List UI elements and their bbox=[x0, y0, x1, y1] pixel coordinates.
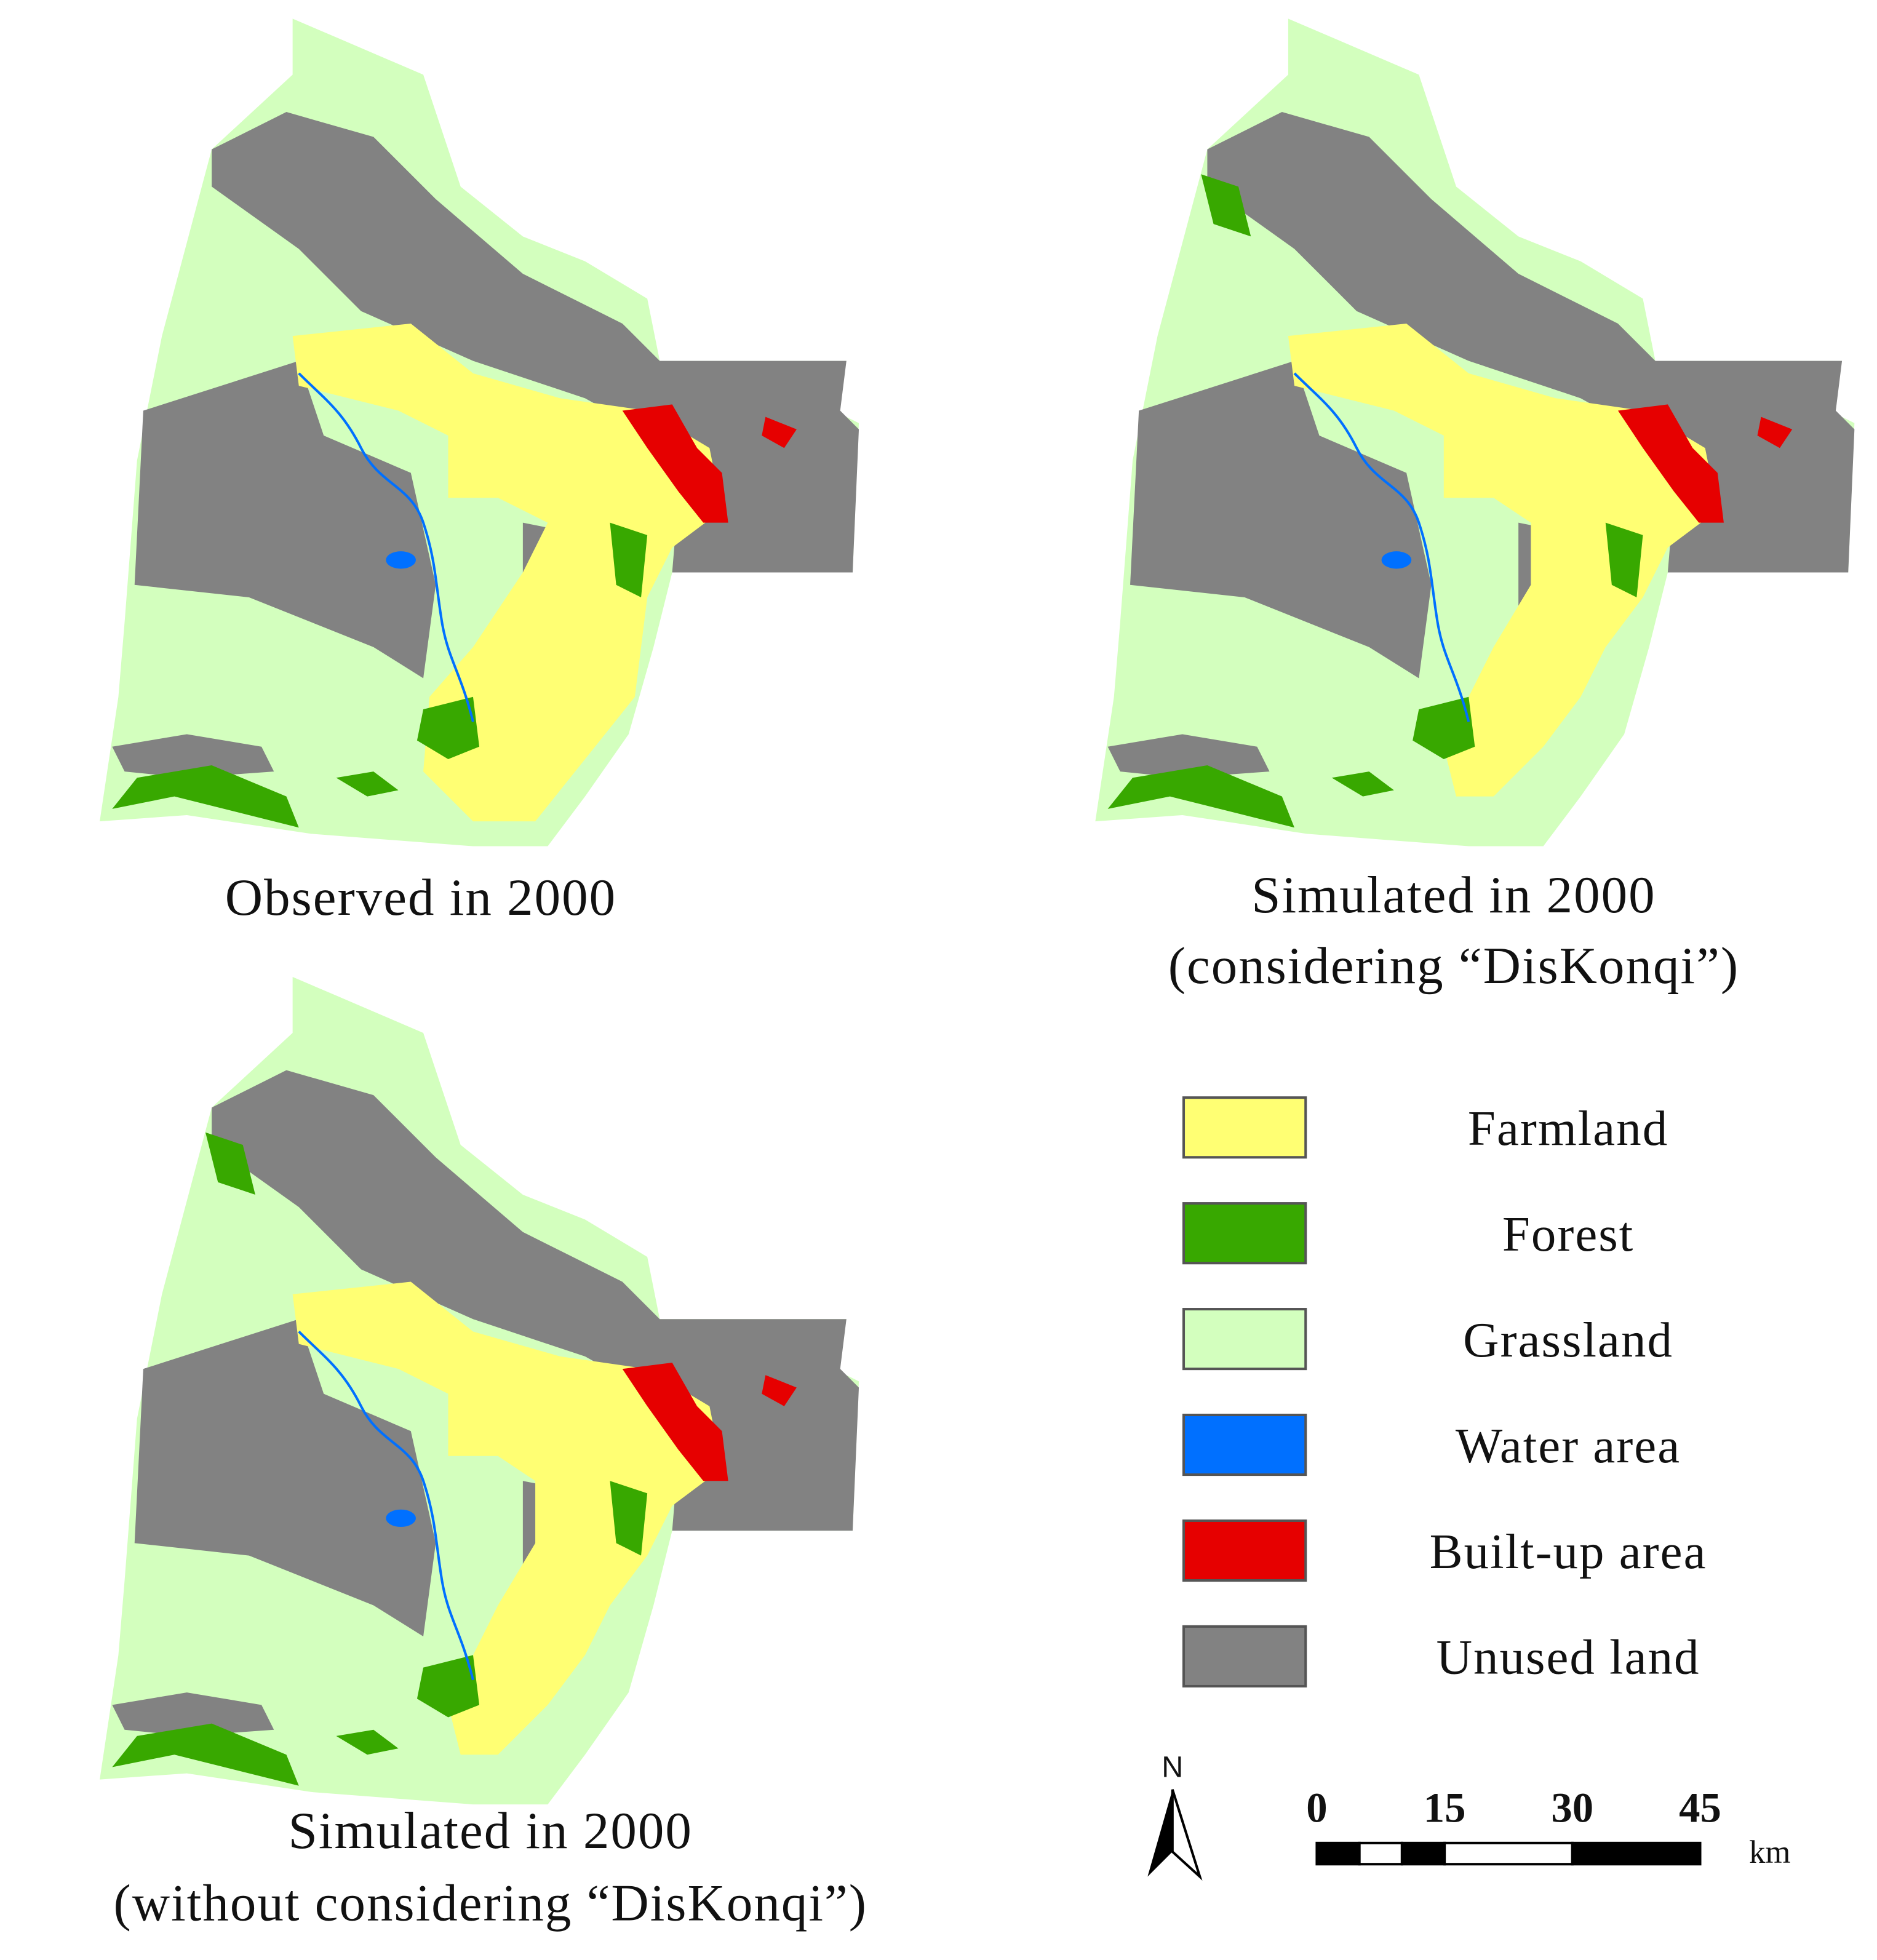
scale-segment bbox=[1571, 1841, 1702, 1866]
caption: Simulated in 2000 bbox=[1251, 866, 1656, 924]
forest bbox=[610, 1481, 648, 1556]
legend: Farmland Forest Grassland Water area Built-u… bbox=[1182, 1096, 1707, 1687]
legend-label: Unused land bbox=[1437, 1630, 1700, 1685]
water bbox=[386, 1509, 416, 1528]
north-label: N bbox=[1162, 1751, 1183, 1784]
forest bbox=[610, 522, 648, 597]
forest bbox=[112, 765, 299, 828]
legend-label: Grassland bbox=[1463, 1312, 1673, 1368]
caption: (without considering “DisKonqi”) bbox=[113, 1874, 867, 1932]
forest bbox=[1331, 771, 1394, 797]
legend-label: Built-up area bbox=[1430, 1524, 1707, 1579]
scale-bar: 0 15 30 45 km bbox=[1306, 1784, 1790, 1870]
forest bbox=[112, 1723, 299, 1786]
farmland bbox=[1288, 323, 1718, 797]
legend-swatch bbox=[1182, 1202, 1307, 1265]
legend-swatch bbox=[1182, 1625, 1307, 1687]
arrow-right bbox=[1171, 1789, 1203, 1881]
built-up bbox=[1617, 404, 1724, 523]
caption: (considering “DisKonqi”) bbox=[1168, 937, 1740, 995]
farmland bbox=[292, 323, 722, 822]
built-up bbox=[622, 404, 728, 523]
farmland bbox=[292, 1281, 722, 1755]
forest bbox=[1413, 696, 1475, 759]
scale-segment bbox=[1443, 1841, 1574, 1866]
forest bbox=[336, 771, 399, 797]
legend-swatch bbox=[1182, 1308, 1307, 1371]
unused-land bbox=[112, 1692, 274, 1736]
map-panel bbox=[100, 18, 859, 847]
maps bbox=[100, 18, 1855, 1805]
scale-segment bbox=[1358, 1841, 1403, 1866]
scale-segment bbox=[1315, 1841, 1361, 1866]
forest bbox=[1201, 174, 1251, 237]
water bbox=[386, 551, 416, 569]
legend-label: Farmland bbox=[1468, 1101, 1668, 1156]
unused-land bbox=[134, 361, 436, 679]
legend-label: Water area bbox=[1456, 1418, 1681, 1473]
unused-land bbox=[112, 734, 274, 778]
scale-tick-label: 0 bbox=[1306, 1784, 1327, 1831]
forest bbox=[416, 696, 480, 759]
water bbox=[298, 1331, 474, 1681]
scale-segment bbox=[1400, 1841, 1446, 1866]
forest bbox=[416, 1655, 480, 1718]
built-up bbox=[762, 416, 797, 448]
arrow-left bbox=[1147, 1789, 1173, 1877]
built-up bbox=[762, 1375, 797, 1406]
water bbox=[298, 372, 474, 722]
caption: Simulated in 2000 bbox=[289, 1802, 693, 1860]
forest bbox=[1605, 522, 1643, 597]
scale-tick-label: 15 bbox=[1424, 1784, 1466, 1831]
scale-unit: km bbox=[1749, 1835, 1790, 1870]
map-panel bbox=[1095, 18, 1855, 847]
unused-land bbox=[1130, 361, 1432, 679]
scale-tick-label: 30 bbox=[1551, 1784, 1593, 1831]
north-arrow: N bbox=[1147, 1751, 1203, 1881]
water bbox=[1293, 372, 1470, 722]
map-panel bbox=[100, 976, 859, 1805]
water bbox=[1381, 551, 1412, 569]
legend-swatch bbox=[1182, 1413, 1307, 1476]
forest bbox=[205, 1132, 255, 1195]
forest bbox=[336, 1729, 399, 1755]
unused-land bbox=[1107, 734, 1270, 778]
unused-land bbox=[134, 1319, 436, 1637]
legend-swatch bbox=[1182, 1096, 1307, 1159]
forest bbox=[1107, 765, 1295, 828]
legend-swatch bbox=[1182, 1519, 1307, 1582]
scale-tick-label: 45 bbox=[1679, 1784, 1721, 1831]
built-up bbox=[1757, 416, 1793, 448]
caption: Observed in 2000 bbox=[225, 869, 616, 926]
built-up bbox=[622, 1363, 728, 1481]
legend-label: Forest bbox=[1502, 1206, 1634, 1262]
